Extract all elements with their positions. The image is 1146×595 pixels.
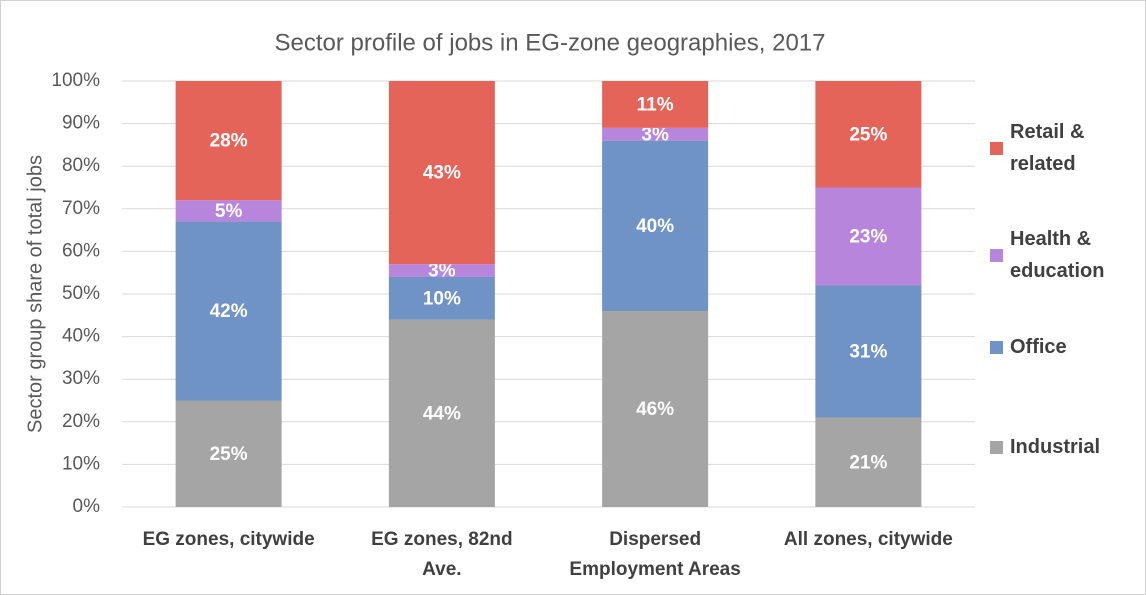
data-label: 43% (423, 163, 461, 184)
legend-label: Office (1010, 336, 1067, 358)
data-label: 3% (428, 261, 456, 282)
legend-swatch (990, 142, 1003, 155)
data-label: 40% (636, 216, 674, 237)
y-axis-label: Sector group share of total jobs (24, 155, 46, 433)
y-tick-label: 10% (62, 453, 100, 474)
data-label: 21% (849, 452, 887, 473)
x-tick-label: All zones, citywide (783, 529, 953, 550)
data-label: 25% (210, 444, 248, 465)
bar-segment (602, 140, 709, 312)
data-label: 25% (849, 124, 887, 145)
bar-segment (815, 285, 922, 418)
legend-label: Retail & related (1010, 121, 1085, 175)
y-tick-label: 60% (62, 240, 100, 261)
bar-segment (815, 81, 922, 188)
x-tick-label: EG zones, 82nd Ave. (371, 529, 513, 580)
bar-segment (602, 81, 709, 128)
y-tick-label: 90% (62, 113, 100, 134)
bar-segment (175, 400, 282, 507)
data-label: 31% (849, 342, 887, 363)
y-tick-label: 100% (51, 70, 100, 91)
bar-segment (388, 264, 495, 277)
x-tick-label: EG zones, citywide (142, 529, 315, 550)
data-label: 42% (210, 301, 248, 322)
y-tick-label: 40% (62, 326, 100, 347)
legend-swatch (990, 441, 1003, 454)
data-label: 28% (210, 131, 248, 152)
data-label: 44% (423, 403, 461, 424)
y-tick-label: 30% (62, 368, 100, 389)
bar-segment (388, 81, 495, 265)
chart-title: Sector profile of jobs in EG-zone geogra… (274, 29, 825, 56)
bar-segment (175, 81, 282, 201)
data-label: 46% (636, 399, 674, 420)
bar-segment (175, 221, 282, 401)
data-label: 5% (215, 201, 243, 222)
legend-label: Health & education (1010, 228, 1105, 282)
y-tick-label: 20% (62, 411, 100, 432)
x-tick-label: Dispersed Employment Areas (569, 529, 741, 580)
legend-swatch (990, 341, 1003, 354)
bar-segment (815, 187, 922, 286)
data-label: 11% (637, 94, 674, 115)
bar-segment (815, 417, 922, 507)
bar-segment (602, 311, 709, 507)
data-label: 10% (423, 288, 461, 309)
data-label: 3% (641, 124, 669, 145)
bar-segment (602, 127, 709, 141)
bar-segment (175, 200, 282, 222)
legend-label: Industrial (1010, 436, 1101, 458)
bar-segment (388, 276, 495, 320)
y-tick-label: 50% (62, 283, 100, 304)
bar-segment (388, 319, 495, 507)
y-tick-label: 0% (73, 496, 101, 517)
data-label: 23% (849, 227, 887, 248)
y-tick-label: 70% (62, 198, 100, 219)
y-tick-label: 80% (62, 155, 100, 176)
legend-swatch (990, 249, 1003, 262)
